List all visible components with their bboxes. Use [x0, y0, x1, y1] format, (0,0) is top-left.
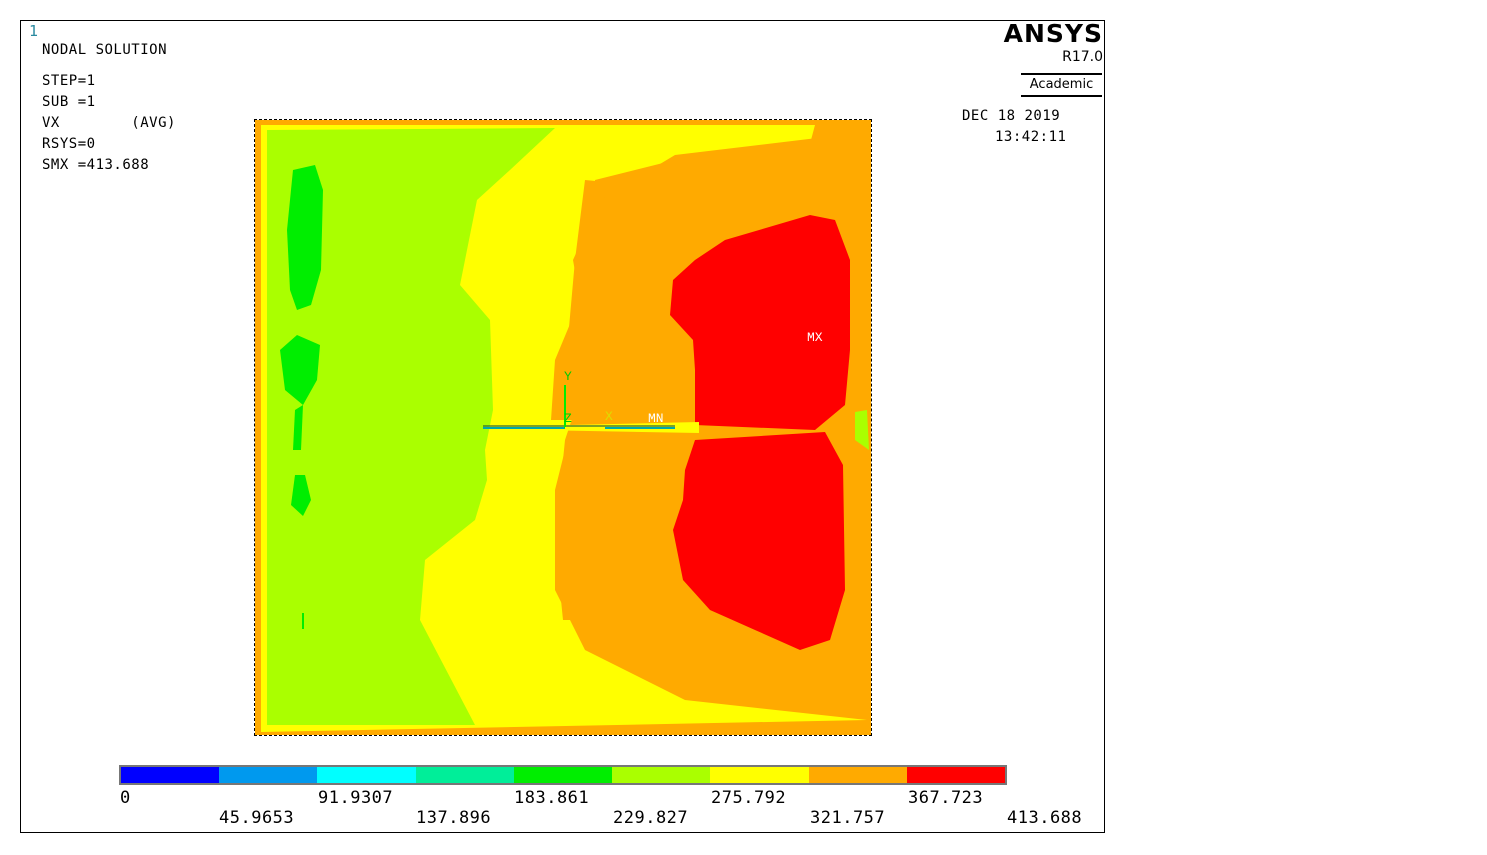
contour-band-red-lower [673, 432, 845, 650]
solution-title: NODAL SOLUTION [42, 42, 168, 58]
window-number: 1 [29, 22, 39, 40]
legend-swatch-5 [612, 767, 711, 783]
legend-label: 0 [120, 788, 131, 808]
legend-label: 137.896 [416, 808, 492, 828]
legend-swatch-3 [415, 767, 514, 783]
contour-band-yellowgreen-spot [855, 410, 869, 450]
legend-swatch-2 [317, 767, 416, 783]
legend-label: 183.861 [514, 788, 590, 808]
contour-band-green-spot [293, 405, 303, 450]
contour-legend-bar [119, 765, 1007, 785]
legend-swatch-6 [710, 767, 809, 783]
brand-version: R17.0 [1062, 49, 1103, 65]
smx-text: SMX =413.688 [42, 157, 150, 173]
contour-plot-svg: Y Z X MN MX [255, 120, 871, 735]
contour-plot[interactable]: Y Z X MN MX [254, 119, 872, 736]
contour-band-green-spot [280, 335, 320, 405]
legend-swatch-8 [906, 767, 1005, 783]
triad-x-label: X [605, 409, 613, 424]
legend-label: 229.827 [613, 808, 689, 828]
legend-swatch-0 [121, 767, 220, 783]
brand-name: ANSYS [1003, 19, 1103, 48]
legend-label: 275.792 [711, 788, 787, 808]
result-item-text: VX (AVG) [42, 115, 176, 131]
triad-z-label: Z [564, 411, 572, 426]
legend-label: 367.723 [908, 788, 984, 808]
substep-text: SUB =1 [42, 94, 96, 110]
legend-label: 91.9307 [318, 788, 394, 808]
legend-swatch-7 [808, 767, 907, 783]
date-stamp: DEC 18 2019 [962, 108, 1061, 124]
legend-swatch-4 [513, 767, 613, 783]
contour-band-yellowgreen [267, 128, 555, 725]
triad-y-label: Y [564, 369, 572, 384]
legend-label: 413.688 [1007, 808, 1083, 828]
legend-label: 321.757 [810, 808, 886, 828]
contour-band-red-upper [670, 215, 850, 430]
ansys-logo: ANSYS R17.0 [1004, 19, 1103, 65]
legend-swatch-1 [219, 767, 318, 783]
contour-band-green-spot [291, 475, 311, 516]
step-text: STEP=1 [42, 73, 96, 89]
legend-label: 45.9653 [219, 808, 295, 828]
rsys-text: RSYS=0 [42, 136, 96, 152]
contour-band-green-spot [287, 165, 323, 310]
license-badge: Academic [1021, 73, 1102, 97]
max-marker: MX [807, 330, 823, 345]
min-marker: MN [648, 411, 664, 426]
time-stamp: 13:42:11 [995, 129, 1067, 145]
contour-band-green-spot [302, 613, 304, 629]
